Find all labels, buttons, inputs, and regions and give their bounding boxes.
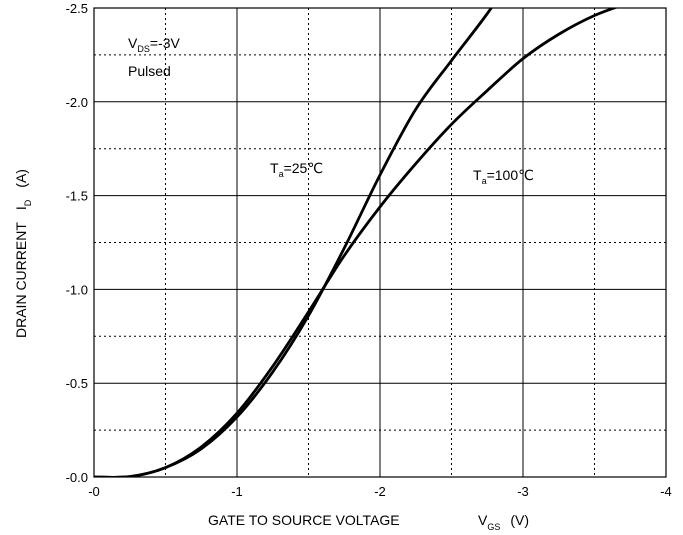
x-tick-label: -1 (231, 484, 243, 499)
y-tick-label: -0.5 (66, 376, 88, 391)
x-tick-label: -4 (660, 484, 672, 499)
x-tick-label: -3 (517, 484, 529, 499)
plot-frame (93, 7, 667, 478)
series-label-100c: Ta=100℃ (473, 167, 534, 186)
y-tick-label: -2.0 (66, 95, 88, 110)
condition-vds: VDS=-3V (128, 35, 180, 54)
series-label-25c: Ta=25℃ (270, 160, 323, 179)
y-tick-label: -1.0 (66, 282, 88, 297)
y-tick-label: -2.5 (66, 1, 88, 16)
x-axis-title: GATE TO SOURCE VOLTAGE VGS (V) (208, 512, 529, 532)
condition-pulsed: Pulsed (128, 63, 171, 79)
y-tick-label: -1.5 (66, 189, 88, 204)
grid (94, 8, 666, 477)
series-curves (94, 8, 619, 477)
y-tick-label: -0.0 (66, 470, 88, 485)
y-axis-title: DRAIN CURRENTID(A) (13, 169, 33, 338)
y-tick-labels: -0.0 -0.5 -1.0 -1.5 -2.0 -2.5 (66, 1, 88, 485)
x-tick-label: -2 (374, 484, 386, 499)
x-tick-label: -0 (88, 484, 100, 499)
x-tick-labels: -0 -1 -2 -3 -4 (88, 484, 672, 499)
series-line-ta-100c (94, 8, 619, 477)
